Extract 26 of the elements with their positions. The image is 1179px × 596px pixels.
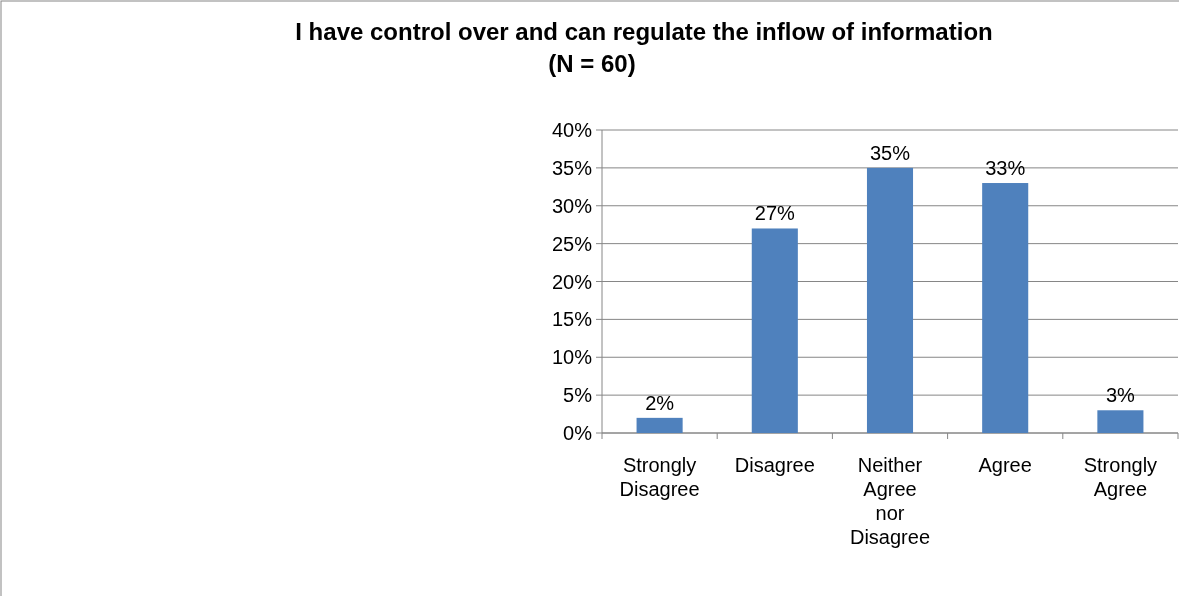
chart-subtitle: (N = 60)	[548, 50, 636, 77]
x-tick-label: Agree	[978, 454, 1032, 476]
bar	[866, 167, 914, 433]
y-tick-label: 35%	[551, 156, 593, 179]
x-tick-label: Disagree	[734, 454, 815, 476]
chart-title: I have control over and can regulate the inflow of information	[295, 18, 993, 45]
bar	[1097, 410, 1144, 433]
y-tick-label: 0%	[563, 422, 593, 444]
y-tick-label: 20%	[551, 270, 593, 293]
data-label: 27%	[754, 202, 796, 225]
data-label: 33%	[985, 157, 1026, 180]
y-tick-label: 10%	[551, 346, 593, 369]
y-tick-label: 5%	[563, 384, 593, 407]
bar	[751, 228, 798, 433]
bar	[982, 183, 1029, 433]
data-label: 3%	[1105, 384, 1136, 407]
data-label: 2%	[645, 391, 675, 414]
y-tick-label: 40%	[551, 119, 593, 141]
x-tick-label: Neither Agree nor Disagree	[849, 454, 931, 548]
y-tick-label: 25%	[551, 232, 593, 255]
x-tick-label: Strongly Disagree	[619, 454, 700, 500]
y-tick-label: 15%	[551, 308, 593, 331]
bar	[636, 417, 683, 433]
x-tick-label: Strongly Agree	[1083, 454, 1158, 500]
y-tick-label: 30%	[551, 194, 593, 217]
data-label: 35%	[869, 141, 911, 164]
